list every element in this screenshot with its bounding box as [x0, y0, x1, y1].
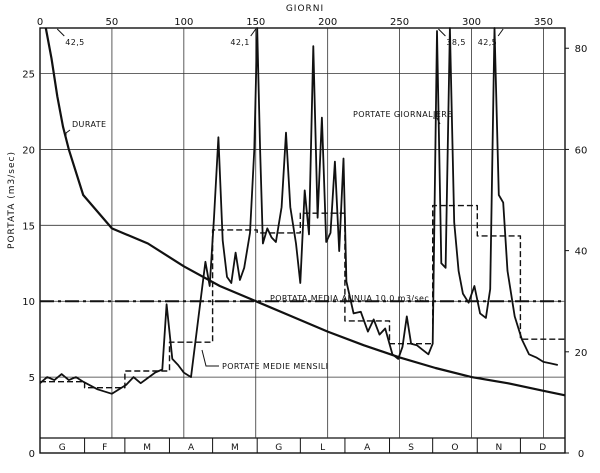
label-mean-flow: PORTATA MEDIA ANNUA 10,0 m3/sec — [270, 294, 429, 303]
plot-frame — [39, 27, 566, 454]
label-portate-giornaliere: PORTATE GIORNALIERE — [353, 110, 453, 119]
y-right-tick-label: 20 — [575, 348, 588, 359]
annotations: 42,5 42,1 38,5 42,5 — [56, 28, 504, 47]
portate-giornaliere-line — [39, 27, 558, 395]
x-tick-label: 300 — [462, 17, 481, 28]
month-label: L — [320, 443, 325, 453]
month-label: M — [143, 443, 151, 453]
tick-labels: G F M A M G L A S O N D0 50 100 150 200 250 300 3500510152… — [22, 17, 587, 460]
x-axis-title: GIORNI — [286, 4, 324, 14]
peak-annotation: 38,5 — [446, 38, 465, 47]
x-tick-label: 50 — [106, 17, 119, 28]
month-label: A — [364, 443, 371, 453]
peak-annotation: 42,5 — [478, 38, 497, 47]
x-tick-label: 100 — [174, 17, 193, 28]
y-left-tick-label: 0 — [29, 449, 35, 460]
durate-line — [44, 27, 566, 397]
y-left-tick-label: 20 — [22, 145, 35, 156]
y-left-tick-label: 15 — [22, 221, 35, 232]
month-label: N — [495, 443, 502, 453]
peak-arrow — [250, 28, 257, 37]
x-tick-label: 0 — [37, 17, 43, 28]
month-label: A — [188, 443, 195, 453]
month-label: G — [275, 443, 282, 453]
peak-annotation: 42,5 — [65, 38, 84, 47]
y-right-tick-label: 80 — [575, 44, 588, 55]
y-right-tick-label: 0 — [578, 449, 584, 460]
month-label: G — [59, 443, 66, 453]
y-left-tick-label: 10 — [22, 297, 35, 308]
portate-medie-mensili-line — [40, 204, 565, 389]
label-durate: DURATE — [72, 120, 106, 129]
month-label: M — [231, 443, 239, 453]
month-label: F — [102, 443, 107, 453]
x-tick-label: 350 — [534, 17, 553, 28]
month-label: S — [408, 443, 414, 453]
x-tick-label: 200 — [318, 17, 337, 28]
y-axis-title: PORTATA (m3/sec) — [7, 151, 17, 249]
peak-arrow — [438, 28, 446, 37]
leader-portate-medie — [201, 349, 219, 367]
y-right-tick-label: 40 — [575, 247, 588, 258]
leader-portate-giornaliere — [433, 117, 441, 125]
peak-annotation: 42,1 — [230, 38, 249, 47]
y-left-tick-label: 25 — [22, 70, 35, 81]
label-portate-medie-mensili: PORTATE MEDIE MENSILI — [222, 362, 328, 371]
peak-arrow — [497, 28, 504, 37]
month-label: O — [451, 443, 458, 453]
series-layer — [39, 27, 566, 397]
peak-arrow — [56, 28, 65, 37]
x-tick-label: 150 — [246, 17, 265, 28]
x-tick-label: 250 — [390, 17, 409, 28]
y-right-tick-label: 60 — [575, 145, 588, 156]
y-left-tick-label: 5 — [29, 373, 35, 384]
month-label: D — [539, 443, 546, 453]
leader-durate — [65, 129, 71, 141]
